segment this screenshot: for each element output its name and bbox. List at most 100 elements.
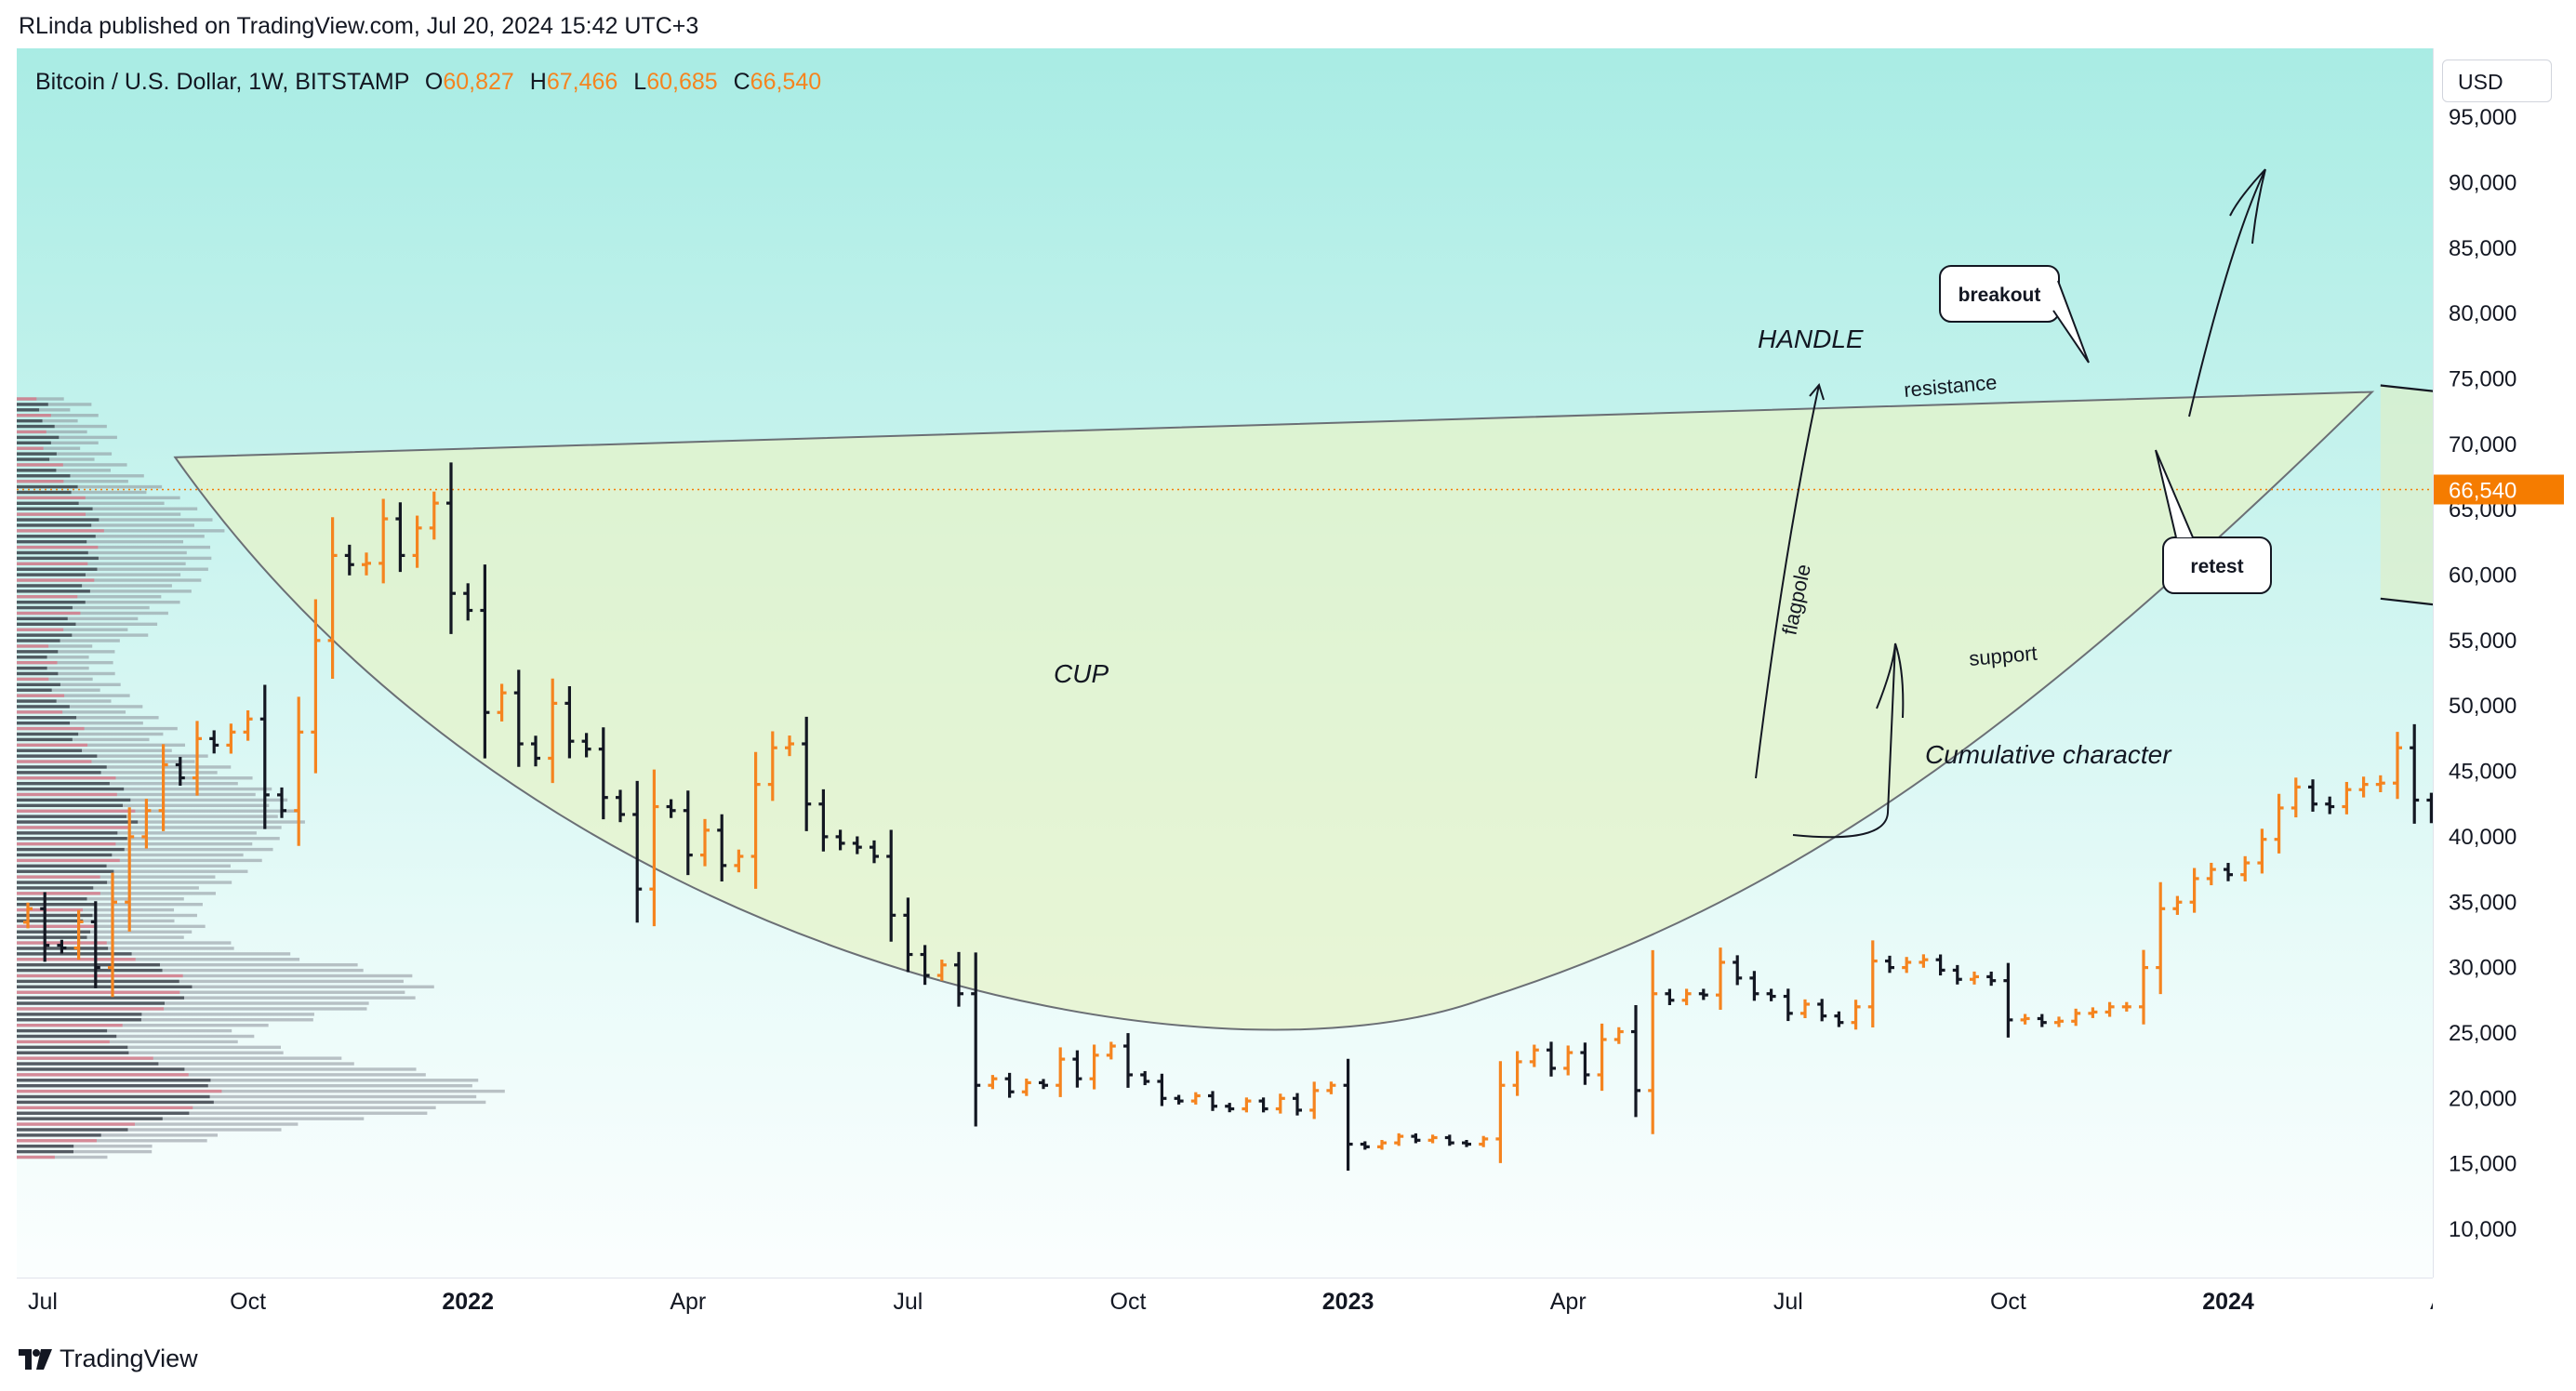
time-tick-label: Apr xyxy=(2430,1289,2433,1315)
svg-text:retest: retest xyxy=(2190,556,2243,577)
volume-profile-bar xyxy=(17,985,193,989)
volume-profile-bar xyxy=(17,760,195,763)
volume-profile-bar xyxy=(17,841,116,846)
ohlc-bar xyxy=(40,892,50,962)
volume-profile-bar xyxy=(17,650,115,654)
ohlc-bar xyxy=(2274,793,2284,854)
volume-profile-bar xyxy=(17,781,238,786)
ohlc-bar xyxy=(2003,962,2013,1038)
volume-profile-bar xyxy=(17,1062,354,1066)
volume-profile-bar xyxy=(17,1117,163,1120)
volume-profile-bar xyxy=(17,748,172,752)
volume-profile-bar xyxy=(17,628,128,631)
ohlc-bar xyxy=(1140,1070,1150,1086)
volume-profile-bar xyxy=(17,666,47,670)
volume-profile-bar xyxy=(17,518,213,522)
ohlc-bar xyxy=(90,901,100,988)
volume-profile-bar xyxy=(17,1040,110,1044)
volume-profile-bar xyxy=(17,605,73,610)
ohlc-bar xyxy=(2393,732,2402,800)
cumulative-label: Cumulative character xyxy=(1925,740,2172,769)
ohlc-bar xyxy=(1597,1023,1607,1092)
volume-profile-bar xyxy=(17,600,86,604)
volume-profile-bar xyxy=(17,1133,101,1137)
volume-profile-bar xyxy=(17,837,127,841)
ohlc-bar xyxy=(513,669,524,767)
volume-profile-bar xyxy=(17,716,159,720)
ohlc-bar xyxy=(1766,988,1776,1001)
volume-profile-bar xyxy=(17,721,71,725)
volume-profile-bar xyxy=(17,1001,369,1005)
volume-profile-bar xyxy=(17,1028,108,1033)
volume-profile-bar xyxy=(17,490,147,495)
volume-profile-bar xyxy=(17,633,73,637)
volume-profile-bar xyxy=(17,435,60,440)
volume-profile-bar xyxy=(17,847,273,852)
volume-profile-bar xyxy=(17,1079,211,1082)
volume-profile-bar xyxy=(17,688,100,692)
volume-profile-bar xyxy=(17,776,116,780)
currency-selector[interactable]: USD xyxy=(2442,60,2552,102)
time-axis[interactable]: JulOct2022AprJulOct2023AprJulOct2024AprJ… xyxy=(17,1278,2466,1321)
ohlc-bar xyxy=(2206,862,2216,886)
ohlc-bar xyxy=(2410,723,2420,824)
volume-profile-bar xyxy=(17,639,120,643)
ohlc-bar xyxy=(243,709,253,741)
flagpole-arrow xyxy=(1755,384,1820,779)
volume-profile-bar xyxy=(17,1045,281,1050)
volume-profile-bar xyxy=(17,787,272,791)
price-scale[interactable]: 10,000 15,000 20,000 25,000 30,000 35,000 40,0… xyxy=(2433,48,2564,1278)
price-tick-label: 50,000 xyxy=(2449,694,2516,719)
tradingview-logo[interactable]: TradingView xyxy=(19,1345,198,1373)
volume-profile-bar xyxy=(17,496,180,500)
ohlc-bar xyxy=(2156,881,2166,995)
volume-profile-bar xyxy=(17,677,93,682)
open-value: 60,827 xyxy=(443,69,514,95)
volume-profile-bar xyxy=(17,732,79,736)
symbol-legend[interactable]: Bitcoin / U.S. Dollar, 1W, BITSTAMP O60,… xyxy=(35,69,821,96)
volume-profile-bar xyxy=(17,490,72,495)
volume-profile-bar xyxy=(17,567,208,571)
breakout-callout: breakout xyxy=(1939,265,2090,364)
volume-profile-bar xyxy=(17,430,46,434)
price-tick-label: 55,000 xyxy=(2449,629,2516,654)
volume-profile-bar xyxy=(17,979,404,984)
volume-profile-bar xyxy=(17,962,358,967)
ohlc-bar xyxy=(2020,1013,2030,1025)
ohlc-bar xyxy=(108,872,117,998)
chart-pane[interactable]: CUP HANDLE Cumulative character resistance s… xyxy=(17,48,2433,1278)
ohlc-bar xyxy=(1089,1044,1099,1090)
time-tick-label: Jul xyxy=(28,1289,58,1315)
volume-profile-bar xyxy=(17,781,110,786)
volume-profile-bar xyxy=(17,469,111,472)
ohlc-bars xyxy=(23,462,2433,1172)
volume-profile-bar xyxy=(17,430,87,434)
time-tick-label: Jul xyxy=(893,1289,923,1315)
volume-profile-bar xyxy=(17,403,92,406)
ohlc-bar xyxy=(750,751,761,889)
ohlc-bar xyxy=(463,583,473,621)
volume-profile-bar xyxy=(17,1056,342,1060)
ohlc-bar xyxy=(259,684,270,829)
volume-profile-bar xyxy=(17,886,199,890)
volume-profile-bar xyxy=(17,1139,97,1143)
ohlc-bar xyxy=(209,730,219,754)
volume-profile-bar xyxy=(17,809,136,813)
volume-profile-bar xyxy=(17,798,288,802)
ohlc-bar xyxy=(1360,1141,1370,1150)
volume-profile-bar xyxy=(17,463,127,467)
ohlc-bar xyxy=(2426,792,2433,824)
ohlc-bar xyxy=(2308,779,2317,812)
ohlc-bar xyxy=(1867,940,1878,1027)
ohlc-bar xyxy=(1681,988,1692,1006)
volume-profile-bar xyxy=(17,605,150,610)
volume-profile-bar xyxy=(17,754,98,758)
ohlc-bar xyxy=(1275,1093,1285,1114)
price-tick-label: 70,000 xyxy=(2449,432,2516,457)
volume-profile-bar xyxy=(17,578,95,582)
volume-profile-bar xyxy=(17,633,149,637)
ohlc-bar xyxy=(2189,868,2199,913)
volume-profile-bar xyxy=(17,1073,189,1077)
volume-profile-bar xyxy=(17,1062,159,1066)
